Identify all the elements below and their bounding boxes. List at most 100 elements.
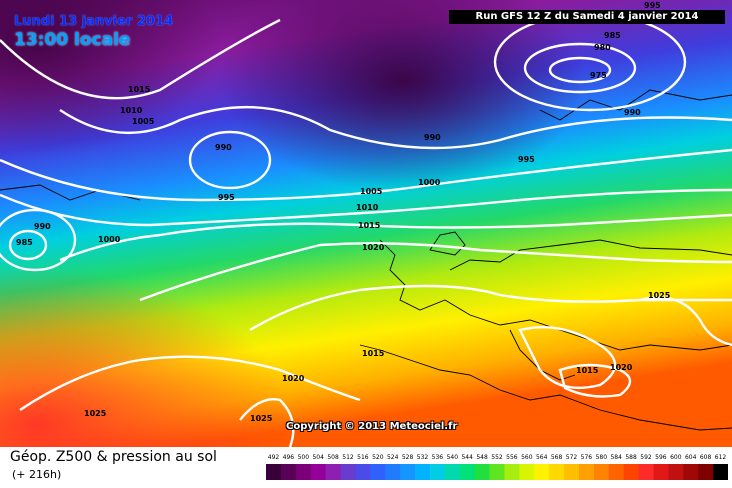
scale-tick-label: 608 — [700, 454, 712, 461]
scale-swatch — [698, 464, 714, 480]
scale-swatch — [415, 464, 431, 480]
scale-swatch — [713, 464, 728, 480]
scale-swatch — [280, 464, 297, 480]
scale-swatch — [325, 464, 341, 480]
isobar-label: 1015 — [362, 349, 385, 358]
scale-swatch — [385, 464, 401, 480]
isobar-label: 995 — [218, 193, 235, 202]
chart-title: Géop. Z500 & pression au sol — [10, 449, 217, 465]
scale-tick-label: 556 — [506, 454, 518, 461]
scale-swatch — [683, 464, 699, 480]
scale-tick-label: 560 — [521, 454, 533, 461]
scale-swatch — [638, 464, 654, 480]
scale-tick-label: 492 — [268, 454, 280, 461]
scale-swatch — [429, 464, 446, 480]
isobar-label: 1025 — [250, 414, 273, 423]
scale-swatch — [489, 464, 505, 480]
scale-tick-label: 592 — [640, 454, 652, 461]
isobar-label: 1020 — [362, 243, 385, 252]
scale-swatch — [504, 464, 520, 480]
scale-tick-label: 520 — [372, 454, 384, 461]
scale-tick-label: 536 — [432, 454, 444, 461]
scale-tick-label: 612 — [715, 454, 727, 461]
scale-tick-label: 516 — [357, 454, 369, 461]
isobar-label: 1005 — [132, 117, 155, 126]
scale-tick-label: 564 — [536, 454, 548, 461]
scale-tick-label: 580 — [596, 454, 608, 461]
scale-tick-label: 544 — [461, 454, 473, 461]
scale-swatch — [459, 464, 476, 480]
isobar-label: 995 — [518, 155, 535, 164]
legend-bar: Géop. Z500 & pression au sol (+ 216h) 49… — [0, 447, 732, 488]
scale-swatch — [266, 464, 282, 480]
isobar-labels: 995 985 980 975 990 1015 1010 1005 990 9… — [16, 1, 671, 423]
forecast-date: Lundi 13 janvier 2014 — [14, 14, 174, 29]
scale-tick-label: 508 — [327, 454, 339, 461]
scale-tick-label: 584 — [610, 454, 622, 461]
scale-tick-label: 528 — [402, 454, 414, 461]
isobar-label: 990 — [34, 222, 51, 231]
scale-tick-label: 532 — [417, 454, 429, 461]
scale-swatch — [593, 464, 610, 480]
scale-tick-label: 524 — [387, 454, 399, 461]
isobar-label: 1020 — [282, 374, 305, 383]
isobar-label: 990 — [215, 143, 232, 152]
isobar-label: 1010 — [356, 203, 379, 212]
isobar-label: 1010 — [120, 106, 143, 115]
scale-swatch — [608, 464, 625, 480]
forecast-local-time: 13:00 locale — [14, 30, 131, 50]
scale-swatch — [534, 464, 550, 480]
isobar-label: 1015 — [358, 221, 381, 230]
scale-swatch — [295, 464, 312, 480]
isobar-label: 1000 — [418, 178, 441, 187]
isobar-label: 975 — [590, 71, 607, 80]
scale-tick-label: 540 — [447, 454, 459, 461]
isobar-label: 1020 — [610, 363, 633, 372]
scale-tick-label: 576 — [581, 454, 593, 461]
isobar-label: 980 — [594, 43, 611, 52]
scale-tick-label: 568 — [551, 454, 563, 461]
scale-tick-label: 604 — [685, 454, 697, 461]
scale-swatch — [310, 464, 327, 480]
scale-swatch — [623, 464, 640, 480]
scale-tick-label: 572 — [566, 454, 578, 461]
scale-swatch — [340, 464, 356, 480]
scale-tick-label: 596 — [655, 454, 667, 461]
isobar-label: 990 — [624, 108, 641, 117]
isobar-label: 1025 — [648, 291, 671, 300]
scale-swatch — [564, 464, 580, 480]
scale-tick-label: 512 — [342, 454, 354, 461]
coastlines — [0, 89, 732, 431]
scale-tick-label: 548 — [476, 454, 488, 461]
scale-swatch — [444, 464, 461, 480]
isobar-label: 985 — [16, 238, 33, 247]
run-label: Run GFS 12 Z du Samedi 4 janvier 2014 — [449, 10, 725, 24]
scale-tick-label: 600 — [670, 454, 682, 461]
isobars — [0, 12, 732, 447]
scale-swatch — [400, 464, 416, 480]
scale-swatch — [668, 464, 684, 480]
scale-tick-label: 496 — [283, 454, 295, 461]
scale-swatch — [474, 464, 490, 480]
scale-swatch — [370, 464, 386, 480]
scale-swatch — [579, 464, 595, 480]
isobar-label: 985 — [604, 31, 621, 40]
isobar-label: 1025 — [84, 409, 107, 418]
scale-swatch — [653, 464, 669, 480]
scale-swatch — [519, 464, 535, 480]
scale-tick-label: 588 — [625, 454, 637, 461]
scale-tick-label: 504 — [312, 454, 324, 461]
scale-tick-label: 500 — [298, 454, 310, 461]
isobar-label: 1015 — [576, 366, 599, 375]
scale-swatch — [355, 464, 371, 480]
forecast-lead: (+ 216h) — [12, 468, 62, 481]
isobar-label: 990 — [424, 133, 441, 142]
isobar-label: 995 — [644, 1, 661, 10]
isobar-label: 1000 — [98, 235, 121, 244]
isobar-label: 1005 — [360, 187, 383, 196]
isobar-label: 1015 — [128, 85, 151, 94]
weather-map: 995 985 980 975 990 1015 1010 1005 990 9… — [0, 0, 732, 447]
copyright-label: Copyright © 2013 Meteociel.fr — [286, 421, 458, 432]
color-scale: 492 496 500 504 508 512 516 520 524 528 532 536 540 5… — [266, 454, 728, 480]
